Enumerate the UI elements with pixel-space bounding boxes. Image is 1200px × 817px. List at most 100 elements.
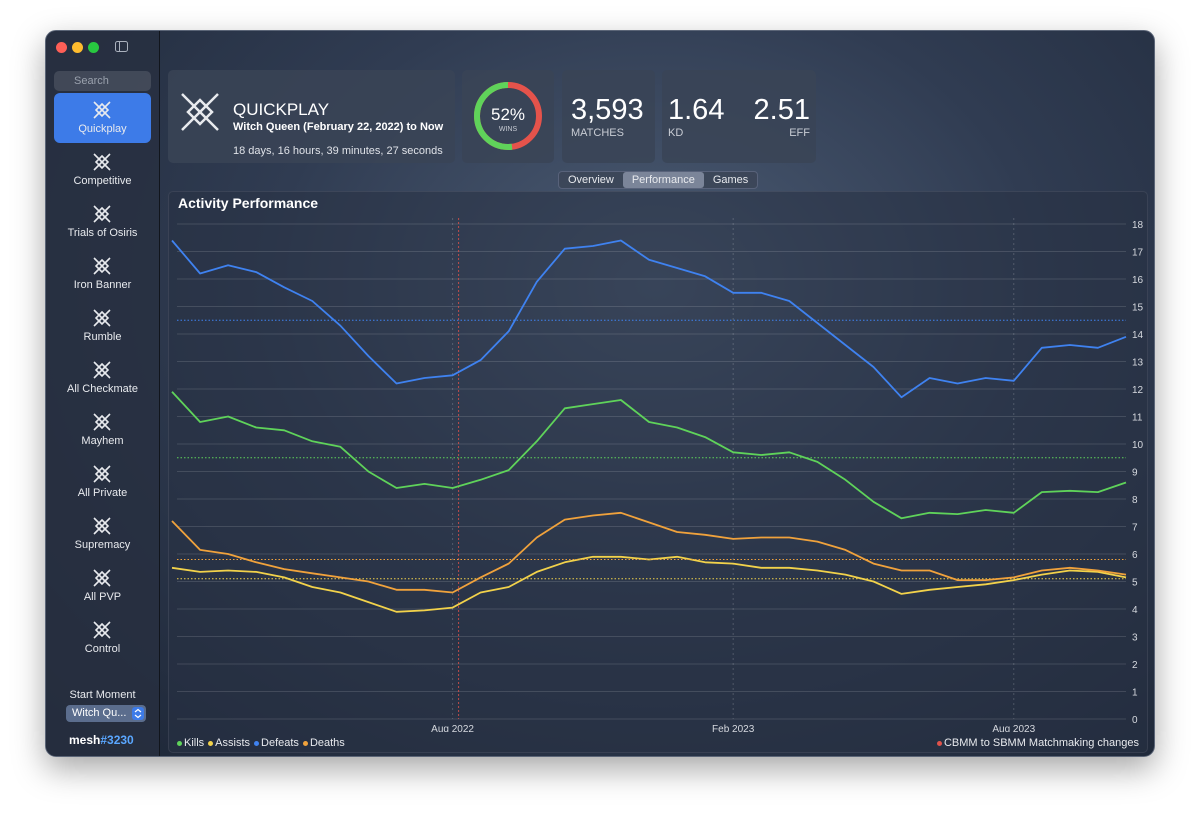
y-tick-label: 8 <box>1132 495 1138 506</box>
icon-shape <box>93 517 111 535</box>
eff-label: EFF <box>789 127 810 139</box>
icon-shape <box>93 257 111 275</box>
icon-shape <box>93 101 111 119</box>
legend-dot <box>302 740 308 746</box>
activity-subtitle: Witch Queen (February 22, 2022) to Now <box>233 121 444 133</box>
sidebar-toggle[interactable] <box>115 41 128 52</box>
legend-label: Assists <box>215 737 251 749</box>
item-icon <box>93 153 111 171</box>
x-tick-label: Aug 2023 <box>992 724 1035 732</box>
matches-value: 3,593 <box>571 94 644 126</box>
legend-label: Defeats <box>261 737 299 749</box>
y-tick-label: 17 <box>1132 248 1144 259</box>
legend-entry: Assists <box>208 737 250 749</box>
annotation-label: CBMM to SBMM Matchmaking changes <box>943 737 1139 749</box>
annotation-dot <box>936 740 942 746</box>
item-label: Control <box>84 643 121 655</box>
y-tick-label: 18 <box>1132 220 1144 231</box>
activity-icon <box>181 93 219 131</box>
legend-label: Kills <box>184 737 205 749</box>
y-tick-label: 0 <box>1132 715 1138 726</box>
chart-title: Activity Performance <box>178 195 318 211</box>
minimize-button[interactable] <box>72 42 83 53</box>
view-tabs: Overview Performance Games <box>558 171 759 189</box>
item-icon <box>93 257 111 275</box>
sidebar-item[interactable]: All PVP <box>54 561 151 611</box>
sidebar-item[interactable]: Mayhem <box>54 405 151 455</box>
y-tick-label: 5 <box>1132 578 1138 589</box>
item-label: Supremacy <box>74 539 131 551</box>
item-label: Mayhem <box>81 435 124 447</box>
legend-dot <box>208 740 214 746</box>
select-value: Witch Qu... <box>72 707 127 719</box>
tab[interactable]: Overview <box>568 174 614 186</box>
user: mesh#3230 <box>69 733 134 747</box>
x-tick-label: Aug 2022 <box>431 724 474 732</box>
legend-entry: Kills <box>177 737 204 749</box>
y-tick-label: 2 <box>1132 660 1138 671</box>
y-tick-label: 7 <box>1132 523 1138 534</box>
legend-label: Deaths <box>309 737 345 749</box>
wins-card: 52% WINS <box>462 70 554 163</box>
icon-shape <box>93 309 111 327</box>
zoom-button[interactable] <box>88 42 99 53</box>
sidebar-item[interactable]: Competitive <box>54 145 151 195</box>
sidebar: Search Quickplay Competitive Trials of Osi… <box>46 31 160 756</box>
y-tick-label: 9 <box>1132 468 1138 479</box>
annotation-legend: CBMM to SBMM Matchmaking changes <box>936 737 1139 749</box>
chart-panel: Activity Performance 0 1 2 3 4 5 6 7 8 9 10 11 12 13 1… <box>168 191 1148 753</box>
kd-value: 1.64 <box>668 94 725 126</box>
series-line <box>171 555 1127 613</box>
tab[interactable]: Performance <box>622 172 704 188</box>
y-tick-label: 3 <box>1132 633 1138 644</box>
sidebar-item[interactable]: Rumble <box>54 301 151 351</box>
icon-shape <box>93 569 111 587</box>
legend-entry: Deaths <box>302 737 345 749</box>
sidebar-item[interactable]: Supremacy <box>54 509 151 559</box>
activity-title: QUICKPLAY <box>233 100 330 119</box>
series-line <box>171 511 1127 594</box>
kd-label: KD <box>668 127 684 139</box>
icon-shape <box>93 413 111 431</box>
app-window: Search Quickplay Competitive Trials of Osi… <box>45 30 1155 757</box>
item-icon <box>93 413 111 431</box>
user-name: mesh <box>69 733 101 747</box>
legend-dot <box>254 740 260 746</box>
start-moment-select[interactable]: Witch Qu... <box>66 705 146 722</box>
wins-donut: 52% WINS <box>474 82 542 150</box>
item-label: Iron Banner <box>73 279 132 291</box>
item-label: Competitive <box>73 175 132 187</box>
sidebar-item[interactable]: Quickplay <box>54 93 151 143</box>
select-arrows <box>132 707 144 720</box>
wins-value: 52% <box>491 105 525 124</box>
y-tick-label: 15 <box>1132 303 1144 314</box>
item-label: All Checkmate <box>67 383 138 395</box>
tab[interactable]: Games <box>712 174 749 186</box>
search-field[interactable]: Search <box>54 71 151 91</box>
item-label: All Private <box>77 487 128 499</box>
sidebar-item[interactable]: Control <box>54 613 151 663</box>
y-tick-label: 4 <box>1132 605 1138 616</box>
start-moment-label: Start Moment <box>69 689 136 701</box>
y-tick-label: 14 <box>1132 330 1144 341</box>
y-tick-label: 11 <box>1132 413 1143 424</box>
matches-label: MATCHES <box>571 127 624 139</box>
activity-card: QUICKPLAY Witch Queen (February 22, 2022… <box>168 70 455 163</box>
item-icon <box>93 309 111 327</box>
item-icon <box>93 205 111 223</box>
user-tag: #3230 <box>100 733 134 747</box>
sidebar-item[interactable]: Trials of Osiris <box>54 197 151 247</box>
icon-shape <box>93 465 111 483</box>
wins-label: WINS <box>499 126 518 133</box>
x-tick-label: Feb 2023 <box>712 724 755 732</box>
sidebar-item[interactable]: Iron Banner <box>54 249 151 299</box>
item-icon <box>93 101 111 119</box>
close-button[interactable] <box>56 42 67 53</box>
item-icon <box>93 569 111 587</box>
y-tick-label: 1 <box>1132 688 1138 699</box>
item-icon <box>93 465 111 483</box>
sidebar-item[interactable]: All Private <box>54 457 151 507</box>
y-tick-label: 10 <box>1132 440 1144 451</box>
sidebar-item[interactable]: All Checkmate <box>54 353 151 403</box>
